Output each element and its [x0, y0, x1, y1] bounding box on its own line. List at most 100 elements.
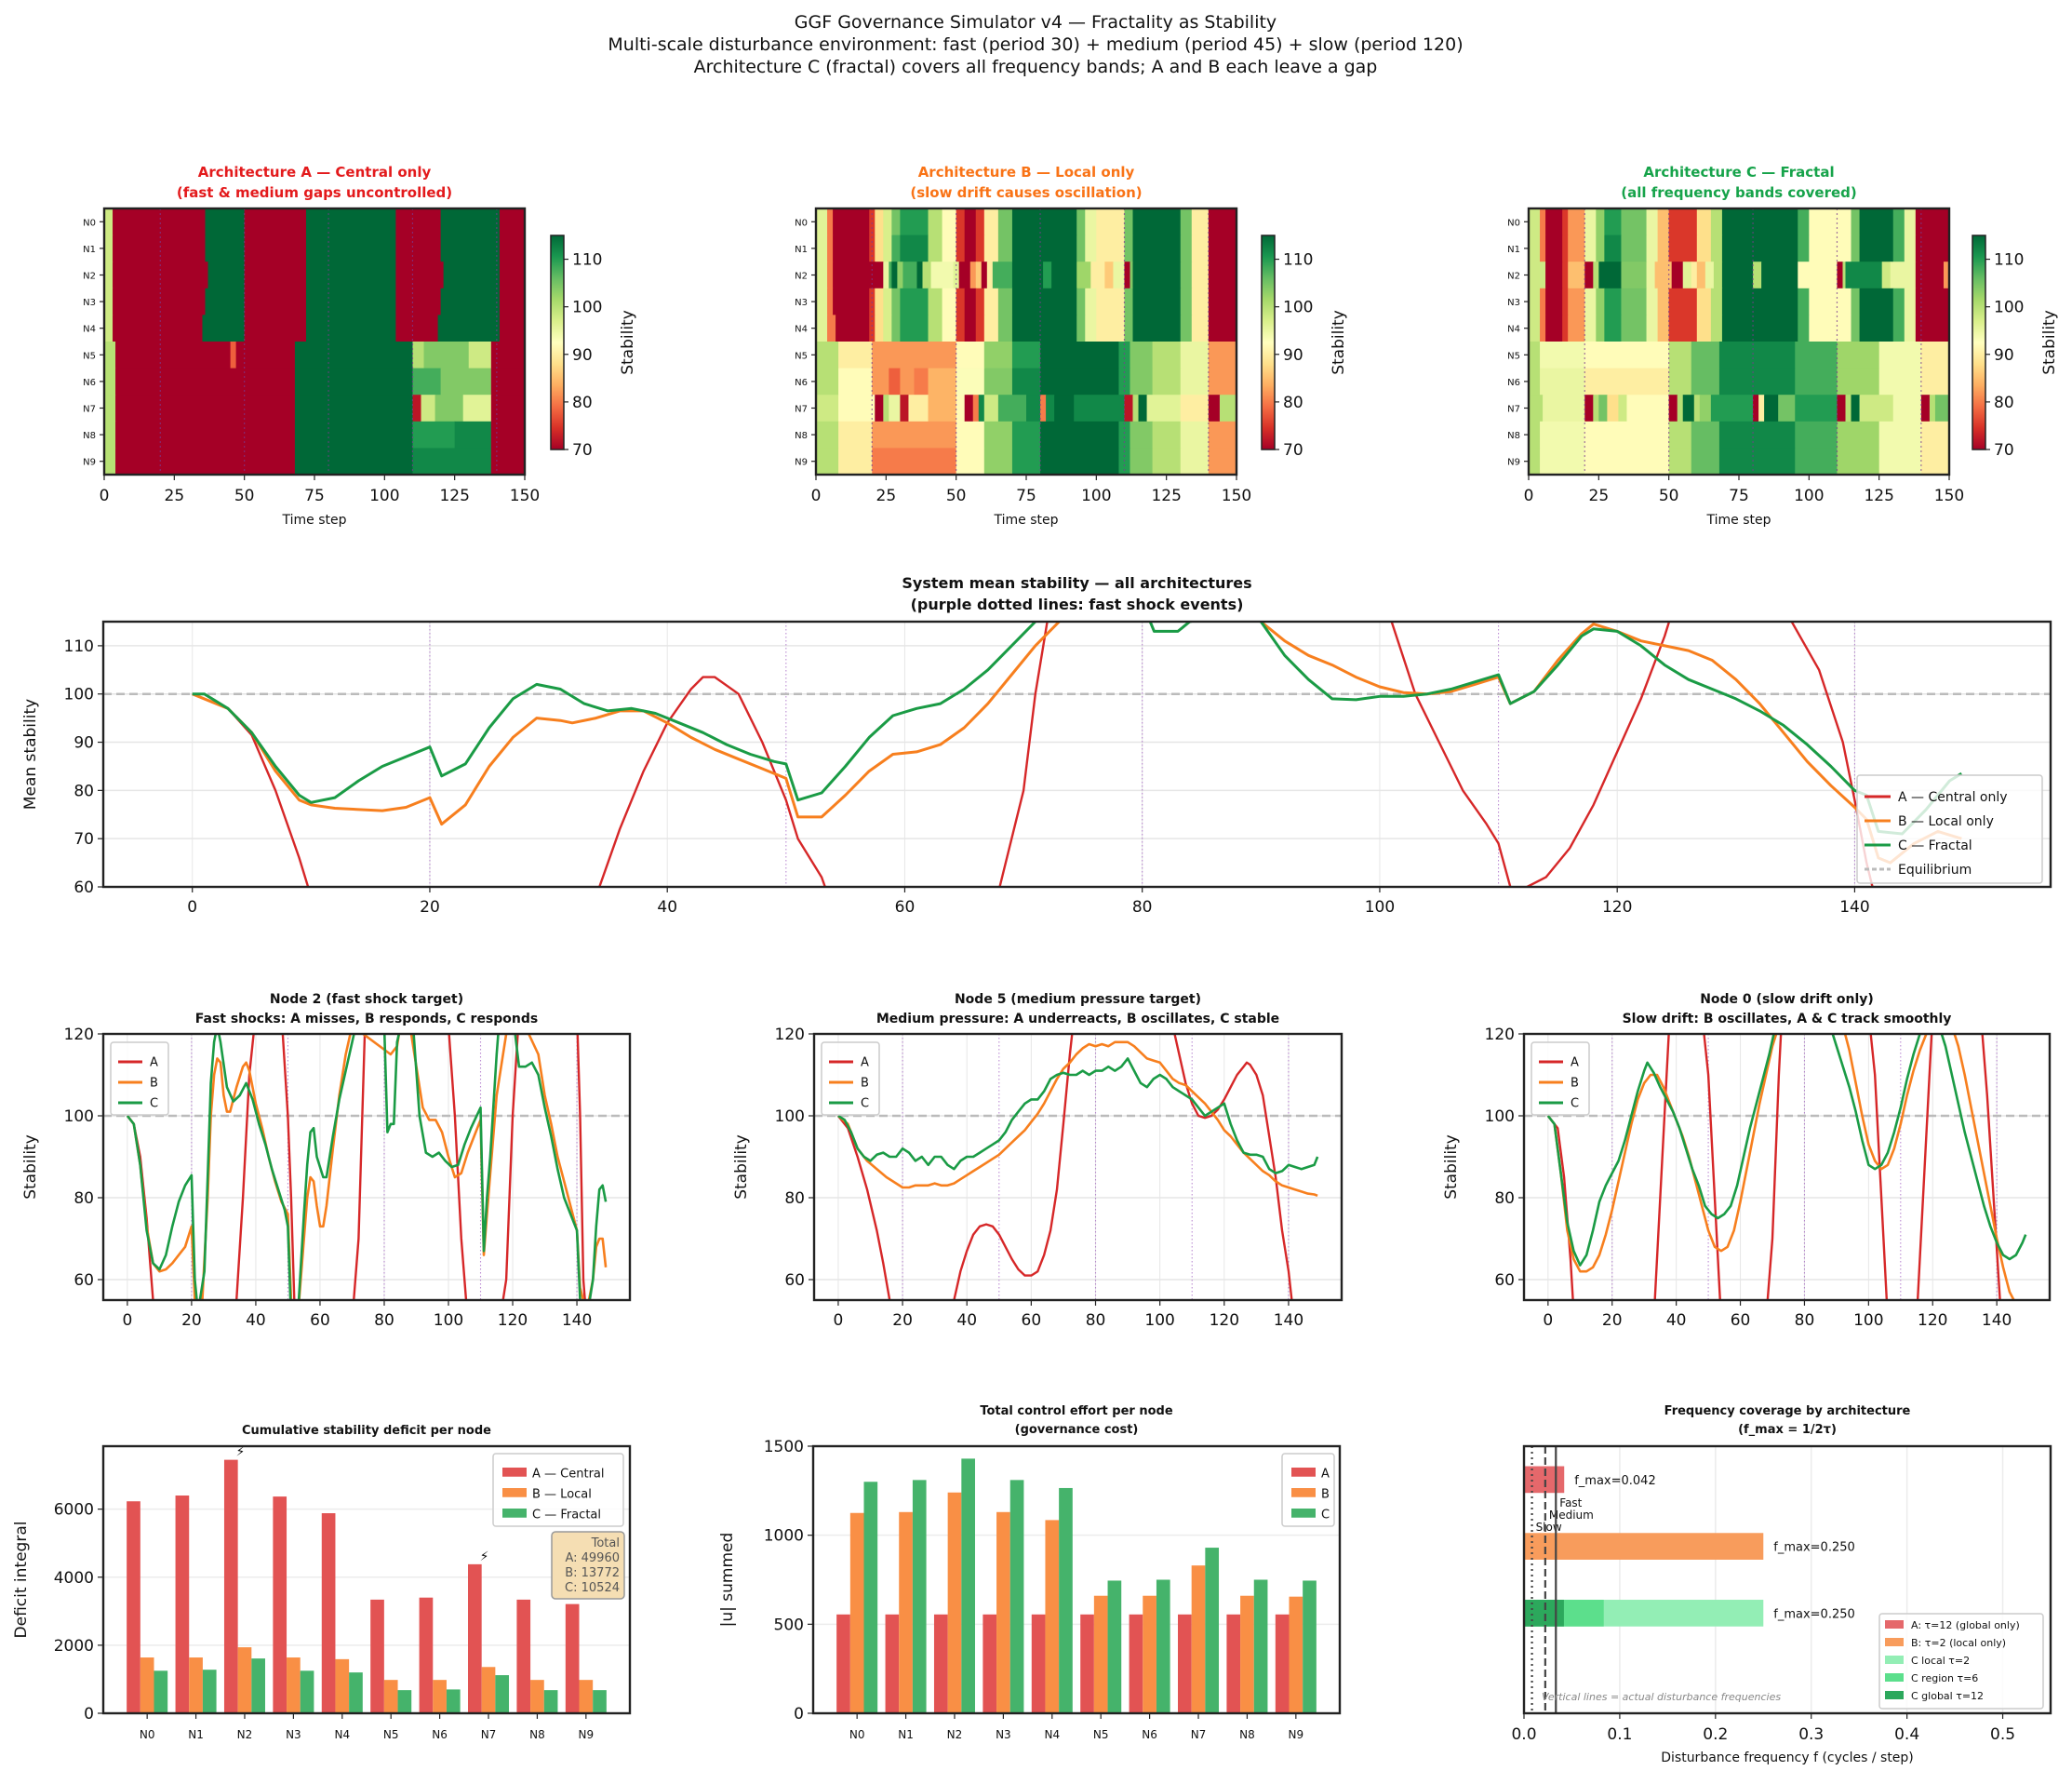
legend-label: A — Central only: [1898, 790, 2008, 805]
heatmap-cell: [1904, 315, 1917, 342]
x-tick-label: 100: [434, 1311, 463, 1330]
heatmap-cell: [983, 288, 999, 315]
row-label: N9: [1507, 458, 1520, 468]
heatmap-cell: [115, 368, 296, 396]
heatmap-cell: [1798, 315, 1810, 342]
chart-title-line: Medium pressure: A underreacts, B oscill…: [876, 1012, 1279, 1026]
heatmap-cell: [115, 342, 232, 369]
heatmap-cell: [827, 315, 836, 342]
heatmap-cell: [889, 368, 901, 396]
heatmap-cell: [816, 342, 839, 369]
legend-label: B: [1571, 1077, 1579, 1091]
heatmap-cell: [1529, 315, 1541, 342]
heatmap-cell: [1096, 235, 1126, 262]
x-tick-label: 20: [1602, 1311, 1623, 1330]
y-tick-label: 0: [794, 1705, 804, 1724]
heatmap-cell: [975, 208, 985, 235]
heatmap-cell: [1529, 342, 1541, 369]
heatmap-cell: [468, 342, 492, 369]
heatmap-cell: [1721, 208, 1798, 235]
heatmap-cell: [1180, 208, 1193, 235]
heatmap-cell: [1878, 448, 1922, 476]
bar-B-N6: [1143, 1595, 1156, 1713]
colorbar-tick-label: 70: [1994, 441, 2014, 460]
heatmap-cell: [490, 342, 526, 369]
heatmap-cell: [1621, 235, 1648, 262]
heatmap-cell: [305, 262, 396, 289]
x-tick-label: 150: [1934, 487, 1964, 505]
heatmap-cell: [1845, 395, 1852, 423]
heatmap-cell: [914, 368, 929, 396]
row-label: N4: [795, 325, 808, 335]
legend-label: A — Central: [532, 1468, 605, 1482]
heatmap-cell: [838, 448, 873, 476]
heatmap-cell: [964, 315, 977, 342]
heatmap-cell: [1011, 262, 1044, 289]
y-tick-label: 60: [74, 879, 94, 897]
heatmap-heat_B: N0 N1 N2 N3 N4 N5 N6 N7 N8 N9 0 25 50 75 100 125 150 Time…: [795, 164, 1348, 528]
bar-B-N9: [579, 1680, 594, 1713]
heatmap-cell: [1851, 288, 1861, 315]
heatmap-cell: [1562, 315, 1569, 342]
chart-title-line: Architecture A — Central only: [198, 164, 432, 181]
heatmap-cell: [928, 208, 943, 235]
legend-box: [1878, 1613, 2044, 1710]
bar-C-N1: [202, 1670, 217, 1713]
heatmap-cell: [205, 208, 246, 235]
x-tick-label: 0: [100, 487, 110, 505]
colorbar-tick-label: 110: [572, 251, 602, 270]
heatmap-cell: [838, 368, 873, 396]
heatmap-cell: [104, 395, 116, 423]
heatmap-cell: [499, 288, 526, 315]
heatmap-cell: [1191, 288, 1210, 315]
heatmap-cell: [412, 421, 456, 449]
heatmap-cell: [1657, 235, 1670, 262]
row-label: N6: [83, 378, 96, 388]
heatmap-cell: [395, 288, 442, 315]
heatmap-cell: [956, 395, 966, 423]
heatmap-cell: [1011, 235, 1077, 262]
heatmap-cell: [1758, 395, 1765, 423]
heatmap-cell: [1682, 262, 1692, 289]
line-chart-node0: 0 20 40 60 80 100 120 140 60 80 100 120 Stability Nod…: [1442, 992, 2052, 1330]
legend-label: C — Fractal: [532, 1509, 601, 1522]
heatmap-cell: [1180, 395, 1210, 423]
y-tick-label: 110: [64, 637, 94, 656]
heatmap-cell: [1076, 208, 1086, 235]
heatmap-cell: [875, 315, 884, 342]
heatmap-cell: [1904, 208, 1917, 235]
x-tick-label: N9: [1289, 1728, 1304, 1741]
heatmap-cell: [1593, 262, 1599, 289]
heatmap-cell: [1710, 235, 1723, 262]
heatmap-cell: [1654, 262, 1673, 289]
heatmap-cell: [902, 262, 918, 289]
x-tick-label: 0: [1524, 487, 1534, 505]
heatmap-cell: [1892, 235, 1905, 262]
heatmap-cell: [1076, 315, 1086, 342]
heatmap-cell: [983, 315, 999, 342]
heatmap-cell: [1543, 395, 1585, 423]
heatmap-cell: [1562, 288, 1569, 315]
heatmap-cell: [942, 235, 957, 262]
heatmap-cell: [115, 421, 296, 449]
heatmap-cell: [900, 235, 929, 262]
heatmap-cell: [1904, 235, 1917, 262]
heatmap-cell: [1146, 395, 1182, 423]
bar-C-N5: [1107, 1580, 1122, 1713]
heatmap-cell: [983, 208, 999, 235]
heatmap-cell: [1584, 315, 1597, 342]
x-tick-label: 140: [562, 1311, 592, 1330]
heatmap-cell: [1011, 368, 1041, 396]
heatmap-cell: [1809, 235, 1852, 262]
row-label: N2: [795, 272, 808, 282]
y-axis-label: |u| summed: [718, 1533, 737, 1628]
heatmap-cell: [1881, 262, 1892, 289]
row-label: N5: [795, 351, 808, 361]
heatmap-cell: [1113, 262, 1126, 289]
heatmap-cell: [838, 342, 873, 369]
heatmap-cell: [115, 395, 296, 423]
heatmap-cell: [1545, 262, 1563, 289]
heatmap-cell: [1118, 342, 1131, 369]
heatmap-cell: [1718, 368, 1796, 396]
x-tick-label: 150: [510, 487, 540, 505]
